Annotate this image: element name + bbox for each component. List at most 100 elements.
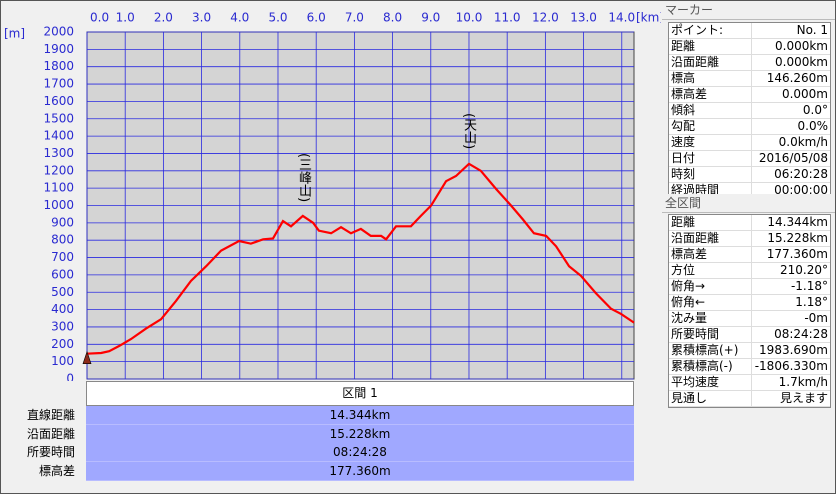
x-tick-label: 12.0 <box>532 11 559 25</box>
row-value: 177.360m <box>86 461 634 481</box>
row-value: 15.228km <box>767 231 828 245</box>
row-label: 沿面距離 <box>669 231 752 246</box>
x-axis-unit: [km] <box>636 11 661 25</box>
row-label: 所要時間 <box>26 445 75 459</box>
chart: [m] [km] 0 100 200 300 400 500 600 700 800 900 100… <box>4 11 661 382</box>
x-tick-label: 9.0 <box>421 11 440 25</box>
panel-row: 所要時間 08:24:28 <box>669 327 830 343</box>
row-label: 俯角→ <box>669 279 752 294</box>
row-value: 14.344km <box>767 215 828 229</box>
panel-row: 平均速度 1.7km/h <box>669 375 830 391</box>
x-tick-label: 11.0 <box>494 11 521 25</box>
row-label: 傾斜 <box>669 103 752 118</box>
x-tick-label: 8.0 <box>383 11 402 25</box>
annotation: (三峰山) <box>296 153 311 203</box>
row-value: 0.000km <box>775 39 828 53</box>
x-tick-label: 3.0 <box>192 11 211 25</box>
y-tick-label: 500 <box>51 285 74 299</box>
row-value: -1.18° <box>790 279 828 293</box>
y-tick-label: 1100 <box>43 181 74 195</box>
row-label: 累積標高(+) <box>669 343 752 358</box>
panel-row: 累積標高(+) 1983.690m <box>669 343 830 359</box>
x-tick-label: 7.0 <box>345 11 364 25</box>
row-value: 1.7km/h <box>778 375 828 389</box>
row-label: 沿面距離 <box>669 55 752 70</box>
x-tick-label: 0.0 <box>90 11 109 25</box>
panel-row: 速度 0.0km/h <box>669 135 830 151</box>
row-value: 0.0° <box>802 103 828 117</box>
row-label: 方位 <box>669 263 752 278</box>
y-tick-label: 700 <box>51 250 74 264</box>
row-label: 時刻 <box>669 167 752 182</box>
row-label: 沈み量 <box>669 311 752 326</box>
panel-row: 勾配 0.0% <box>669 119 830 135</box>
panel-row: 標高 146.260m <box>669 71 830 87</box>
row-value: 146.260m <box>766 71 828 85</box>
section-row: 標高差 177.360m <box>1 461 634 481</box>
row-value: 見えます <box>779 391 828 405</box>
row-value: 08:24:28 <box>774 327 828 341</box>
row-label: 標高 <box>669 71 752 86</box>
panel-row: 累積標高(-) -1806.330m <box>669 359 830 375</box>
row-value: 14.344km <box>86 406 634 425</box>
y-tick-label: 1200 <box>43 163 74 177</box>
x-tick-label: 1.0 <box>116 11 135 25</box>
elevation-line <box>86 162 635 355</box>
row-label: 所要時間 <box>669 327 752 342</box>
marker-icon <box>82 350 92 364</box>
y-tick-label: 1500 <box>43 111 74 125</box>
marker-table: ポイント: No. 1 距離 0.000km 沿面距離 0.000km 標高 146.260m… <box>668 22 831 200</box>
section-row: 沿面距離 15.228km <box>1 424 634 444</box>
row-label: 標高差 <box>669 87 752 102</box>
section-header[interactable]: 区間 1 <box>86 381 634 406</box>
x-tick-label: 10.0 <box>456 11 483 25</box>
row-label: 沿面距離 <box>26 426 75 441</box>
y-tick-label: 1000 <box>43 198 74 212</box>
y-tick-label: 1300 <box>43 146 74 160</box>
y-tick-label: 1700 <box>43 77 74 91</box>
row-label: 累積標高(-) <box>669 359 752 374</box>
section-row: 直線距離 14.344km <box>1 406 634 425</box>
panel-row: 俯角→ -1.18° <box>669 279 830 295</box>
panel-row: 傾斜 0.0° <box>669 103 830 119</box>
row-value: -0m <box>804 311 828 325</box>
y-tick-label: 1900 <box>43 42 74 56</box>
x-tick-label: 4.0 <box>230 11 249 25</box>
y-tick-label: 100 <box>51 354 74 368</box>
panel-row: 標高差 0.000m <box>669 87 830 103</box>
row-value: 0.000km <box>775 55 828 69</box>
panel-row: 沿面距離 15.228km <box>669 231 830 247</box>
x-tick-label: 2.0 <box>154 11 173 25</box>
row-value: -1806.330m <box>754 359 828 373</box>
panel-row: 標高差 177.360m <box>669 247 830 263</box>
annotation: (天山) <box>461 113 476 150</box>
panel-row: 方位 210.20° <box>669 263 830 279</box>
row-value: 0.0% <box>797 119 829 133</box>
y-tick-label: 200 <box>51 337 74 351</box>
y-tick-label: 1800 <box>43 59 74 73</box>
row-value: 0.000m <box>781 87 828 101</box>
panel-row: 距離 14.344km <box>669 215 830 231</box>
row-value: 08:24:28 <box>86 443 634 462</box>
y-tick-label: 1400 <box>43 129 74 143</box>
row-label: 見通し <box>669 391 752 406</box>
marker-panel: マーカー ポイント: No. 1 距離 0.000km 沿面距離 0.000km 標高 146… <box>662 1 835 200</box>
y-tick-label: 300 <box>51 319 74 333</box>
y-tick-label: 400 <box>51 302 74 316</box>
row-label: 勾配 <box>669 119 752 134</box>
y-tick-label: 800 <box>51 233 74 247</box>
row-label: 直線距離 <box>26 408 75 422</box>
panel-title: 全区間 <box>662 194 835 213</box>
panel-row: 俯角← 1.18° <box>669 295 830 311</box>
total-panel: 全区間 距離 14.344km 沿面距離 15.228km 標高差 177.360m 方位 2… <box>662 194 835 493</box>
row-label: ポイント: <box>669 23 752 38</box>
panel-row: 沿面距離 0.000km <box>669 55 830 71</box>
section-row: 所要時間 08:24:28 <box>1 443 634 462</box>
row-label: 日付 <box>669 151 752 166</box>
panel-row: 日付 2016/05/08 <box>669 151 830 167</box>
row-label: 速度 <box>669 135 752 150</box>
row-value: 1.18° <box>795 295 828 309</box>
row-label: 平均速度 <box>669 375 752 390</box>
y-tick-label: 900 <box>51 215 74 229</box>
panel-row: 距離 0.000km <box>669 39 830 55</box>
